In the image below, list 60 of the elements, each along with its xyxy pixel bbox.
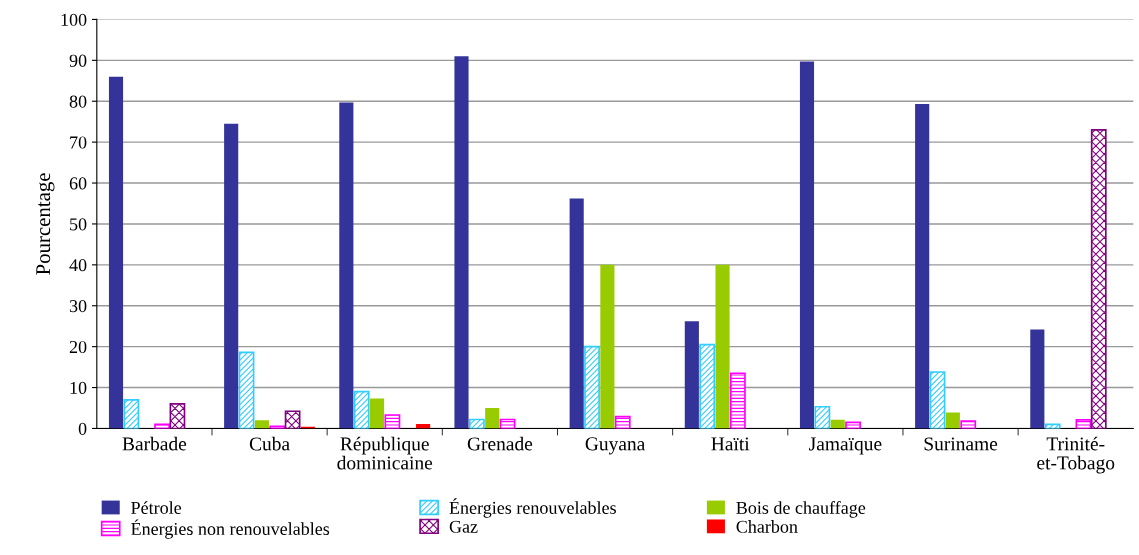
bar <box>684 321 699 429</box>
x-tick-label: Haïti <box>711 437 750 451</box>
bar <box>384 414 401 429</box>
bar <box>584 345 600 429</box>
bar <box>485 408 500 429</box>
legend-label: Bois de chauffage <box>736 501 866 518</box>
bar <box>600 264 615 429</box>
y-tick-label: 90 <box>69 54 87 67</box>
bar <box>454 56 469 429</box>
legend-label: Énergies non renouvelables <box>131 519 330 539</box>
y-tick-label: 10 <box>70 381 87 394</box>
x-tick-label: République dominicaine <box>337 436 433 470</box>
bar <box>929 371 946 429</box>
bar <box>1075 419 1092 429</box>
bar <box>1090 129 1107 429</box>
bar <box>224 123 239 429</box>
y-tick-label: 70 <box>70 136 87 149</box>
bar <box>353 390 370 429</box>
bar <box>814 405 831 429</box>
bar <box>284 410 301 429</box>
bar <box>715 264 730 429</box>
bar <box>799 61 815 429</box>
bar <box>830 419 845 429</box>
bar <box>369 398 385 429</box>
bar <box>468 418 485 429</box>
bar <box>123 398 140 429</box>
bar <box>169 403 186 429</box>
x-tick-label: Suriname <box>924 437 998 451</box>
bar <box>238 351 255 429</box>
bar <box>945 412 960 429</box>
x-tick-label: Cuba <box>249 436 290 451</box>
bar <box>569 198 584 429</box>
bar <box>1030 329 1045 429</box>
y-tick-label: 0 <box>78 422 87 435</box>
y-tick-label: 80 <box>69 95 87 108</box>
x-tick-label: Trinité- et-Tobago <box>1037 436 1115 474</box>
y-tick-label: 20 <box>69 340 87 354</box>
y-axis-title: Pourcentage <box>36 173 55 275</box>
y-tick-label: 60 <box>69 177 87 190</box>
bar <box>339 102 354 429</box>
y-tick-label: 40 <box>69 259 87 272</box>
bar <box>108 76 124 429</box>
bar <box>254 420 269 429</box>
bar <box>915 104 930 429</box>
bar <box>699 343 716 429</box>
y-tick-label: 100 <box>61 13 87 26</box>
x-tick-label: Grenade <box>467 436 533 451</box>
x-tick-label: Jamaïque <box>809 437 882 455</box>
x-tick-label: Guyana <box>585 437 646 455</box>
bar <box>730 372 746 429</box>
bar <box>614 415 631 429</box>
y-tick-label: 30 <box>69 300 87 313</box>
y-tick-label: 50 <box>70 218 87 231</box>
bar <box>960 420 977 429</box>
legend-label: Charbon <box>736 520 798 533</box>
legend-label: Énergies renouvelables <box>449 498 616 518</box>
legend-label: Gaz <box>449 520 478 533</box>
legend-label: Pétrole <box>131 501 182 514</box>
x-tick-label: Barbade <box>122 436 187 451</box>
bar <box>845 421 861 429</box>
